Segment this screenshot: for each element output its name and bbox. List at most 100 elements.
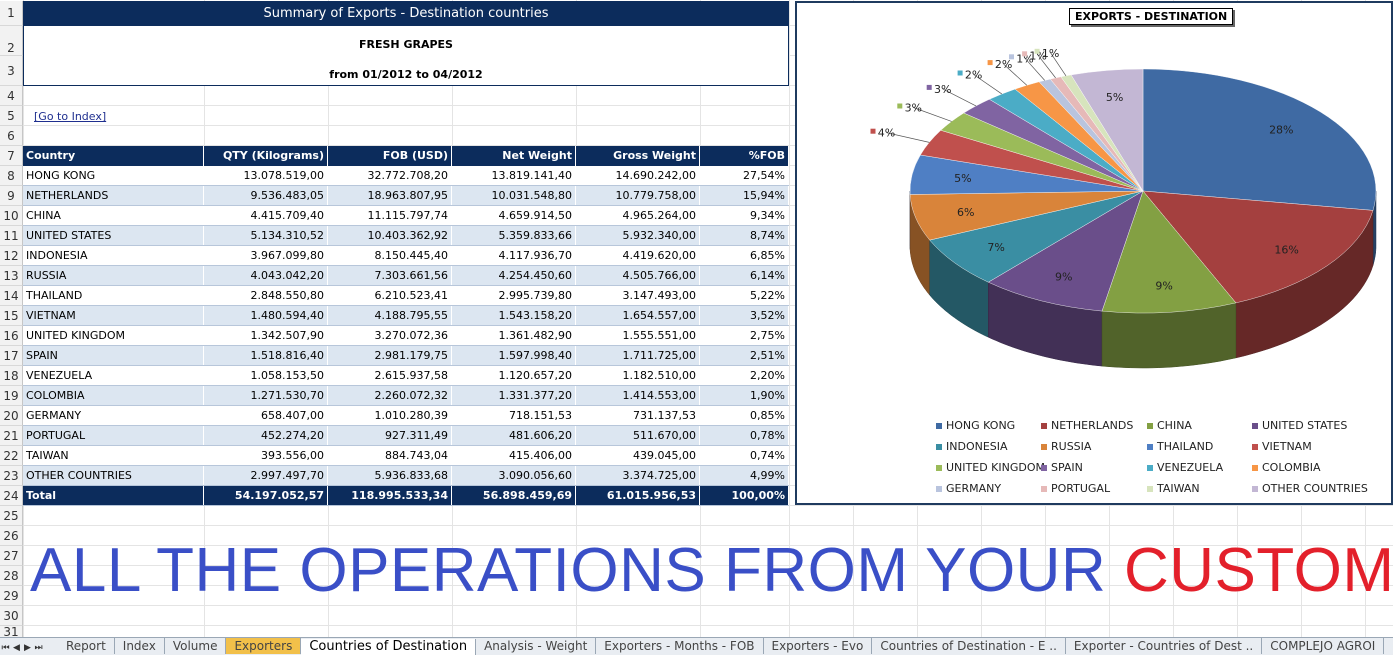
table-row-cell[interactable]: 511.670,00 (576, 426, 700, 446)
table-row-cell[interactable]: 2.981.179,75 (328, 346, 452, 366)
sheet-tab-volume[interactable]: Volume (165, 638, 227, 654)
table-row-cell[interactable]: 4.965.264,00 (576, 206, 700, 226)
table-row-cell[interactable]: 5.936.833,68 (328, 466, 452, 486)
table-row-cell[interactable]: 4.659.914,50 (452, 206, 576, 226)
table-row-cell[interactable]: 4.505.766,00 (576, 266, 700, 286)
row-number-15[interactable]: 15 (0, 306, 23, 326)
table-header-cell[interactable]: Net Weight (452, 146, 576, 166)
row-number-18[interactable]: 18 (0, 366, 23, 386)
row-number-19[interactable]: 19 (0, 386, 23, 406)
row-number-3[interactable]: 3 (0, 56, 23, 86)
table-row-cell[interactable]: CHINA (23, 206, 204, 226)
table-row-cell[interactable]: 1.361.482,90 (452, 326, 576, 346)
table-row-cell[interactable]: 415.406,00 (452, 446, 576, 466)
table-header-cell[interactable]: Gross Weight (576, 146, 700, 166)
row-number-22[interactable]: 22 (0, 446, 23, 466)
table-row-cell[interactable]: INDONESIA (23, 246, 204, 266)
table-row-cell[interactable]: 13.819.141,40 (452, 166, 576, 186)
table-row-cell[interactable]: 6.210.523,41 (328, 286, 452, 306)
row-number-20[interactable]: 20 (0, 406, 23, 426)
table-row-cell[interactable]: 2.997.497,70 (204, 466, 328, 486)
table-row-cell[interactable]: 9,34% (700, 206, 789, 226)
row-number-30[interactable]: 30 (0, 606, 23, 626)
row-number-29[interactable]: 29 (0, 586, 23, 606)
table-row-cell[interactable]: 5.359.833,66 (452, 226, 576, 246)
table-row-cell[interactable]: 393.556,00 (204, 446, 328, 466)
sheet-tab-exporters[interactable]: Exporters (226, 638, 302, 654)
table-row-cell[interactable]: 6,14% (700, 266, 789, 286)
table-row-cell[interactable]: VIETNAM (23, 306, 204, 326)
table-row-cell[interactable]: 0,85% (700, 406, 789, 426)
table-row-cell[interactable]: 5.932.340,00 (576, 226, 700, 246)
table-row-cell[interactable]: 4.117.936,70 (452, 246, 576, 266)
table-row-cell[interactable]: 10.403.362,92 (328, 226, 452, 246)
sheet-nav-button-1[interactable]: ◀ (13, 643, 20, 653)
table-row-cell[interactable]: 1.518.816,40 (204, 346, 328, 366)
table-row-cell[interactable]: 0,78% (700, 426, 789, 446)
table-row-cell[interactable]: UNITED STATES (23, 226, 204, 246)
row-number-6[interactable]: 6 (0, 126, 23, 146)
table-row-cell[interactable]: 481.606,20 (452, 426, 576, 446)
row-number-4[interactable]: 4 (0, 86, 23, 106)
table-row-cell[interactable]: 8.150.445,40 (328, 246, 452, 266)
table-row-cell[interactable]: 4,99% (700, 466, 789, 486)
row-number-9[interactable]: 9 (0, 186, 23, 206)
spreadsheet-grid[interactable]: 1 2 3 4 5 6 7 8 9 10 11 12 13 14 15 16 17 18 19 20 21 22 23 24 2… (0, 0, 1393, 637)
table-row-cell[interactable]: 1.543.158,20 (452, 306, 576, 326)
table-header-cell[interactable]: Country (23, 146, 204, 166)
table-row-cell[interactable]: 3.967.099,80 (204, 246, 328, 266)
table-total-cell[interactable]: 100,00% (700, 486, 789, 506)
table-row-cell[interactable]: 452.274,20 (204, 426, 328, 446)
row-number-21[interactable]: 21 (0, 426, 23, 446)
table-row-cell[interactable]: 718.151,53 (452, 406, 576, 426)
row-number-23[interactable]: 23 (0, 466, 23, 486)
table-row-cell[interactable]: 4.415.709,40 (204, 206, 328, 226)
table-row-cell[interactable]: RUSSIA (23, 266, 204, 286)
table-row-cell[interactable]: SPAIN (23, 346, 204, 366)
table-row-cell[interactable]: 731.137,53 (576, 406, 700, 426)
table-header-cell[interactable]: FOB (USD) (328, 146, 452, 166)
table-row-cell[interactable]: 2.995.739,80 (452, 286, 576, 306)
sheet-nav-button-3[interactable]: ⏭ (34, 643, 43, 653)
table-row-cell[interactable]: PORTUGAL (23, 426, 204, 446)
table-row-cell[interactable]: 2.615.937,58 (328, 366, 452, 386)
row-number-24[interactable]: 24 (0, 486, 23, 506)
table-row-cell[interactable]: 11.115.797,74 (328, 206, 452, 226)
table-row-cell[interactable]: 1.120.657,20 (452, 366, 576, 386)
row-number-13[interactable]: 13 (0, 266, 23, 286)
row-number-31[interactable]: 31 (0, 626, 23, 637)
table-row-cell[interactable]: 3.090.056,60 (452, 466, 576, 486)
table-row-cell[interactable]: 4.043.042,20 (204, 266, 328, 286)
table-row-cell[interactable]: OTHER COUNTRIES (23, 466, 204, 486)
table-row-cell[interactable]: 4.254.450,60 (452, 266, 576, 286)
sheet-tab-countries-of-destination-e-[interactable]: Countries of Destination - E .. (872, 638, 1066, 654)
table-row-cell[interactable]: 1,90% (700, 386, 789, 406)
table-total-cell[interactable]: 54.197.052,57 (204, 486, 328, 506)
table-row-cell[interactable]: HONG KONG (23, 166, 204, 186)
table-row-cell[interactable]: 3.374.725,00 (576, 466, 700, 486)
table-row-cell[interactable]: 1.331.377,20 (452, 386, 576, 406)
table-row-cell[interactable]: NETHERLANDS (23, 186, 204, 206)
table-row-cell[interactable]: 8,74% (700, 226, 789, 246)
sheet-nav-button-0[interactable]: ⏮ (1, 643, 10, 653)
table-row-cell[interactable]: 4.188.795,55 (328, 306, 452, 326)
row-number-27[interactable]: 27 (0, 546, 23, 566)
row-number-1[interactable]: 1 (0, 1, 23, 26)
row-number-16[interactable]: 16 (0, 326, 23, 346)
table-row-cell[interactable]: 5.134.310,52 (204, 226, 328, 246)
table-row-cell[interactable]: 927.311,49 (328, 426, 452, 446)
table-row-cell[interactable]: 2,20% (700, 366, 789, 386)
sheet-tab-complejo-agroi[interactable]: COMPLEJO AGROI (1262, 638, 1385, 654)
table-row-cell[interactable]: 1.342.507,90 (204, 326, 328, 346)
sheet-tab-index[interactable]: Index (115, 638, 165, 654)
sheet-tab-exporter-countries-of-dest-[interactable]: Exporter - Countries of Dest .. (1066, 638, 1263, 654)
table-row-cell[interactable]: 18.963.807,95 (328, 186, 452, 206)
table-row-cell[interactable]: 1.480.594,40 (204, 306, 328, 326)
table-row-cell[interactable]: 5,22% (700, 286, 789, 306)
table-row-cell[interactable]: 13.078.519,00 (204, 166, 328, 186)
table-total-cell[interactable]: 61.015.956,53 (576, 486, 700, 506)
table-row-cell[interactable]: 3.270.072,36 (328, 326, 452, 346)
row-number-17[interactable]: 17 (0, 346, 23, 366)
table-row-cell[interactable]: 4.419.620,00 (576, 246, 700, 266)
row-number-26[interactable]: 26 (0, 526, 23, 546)
